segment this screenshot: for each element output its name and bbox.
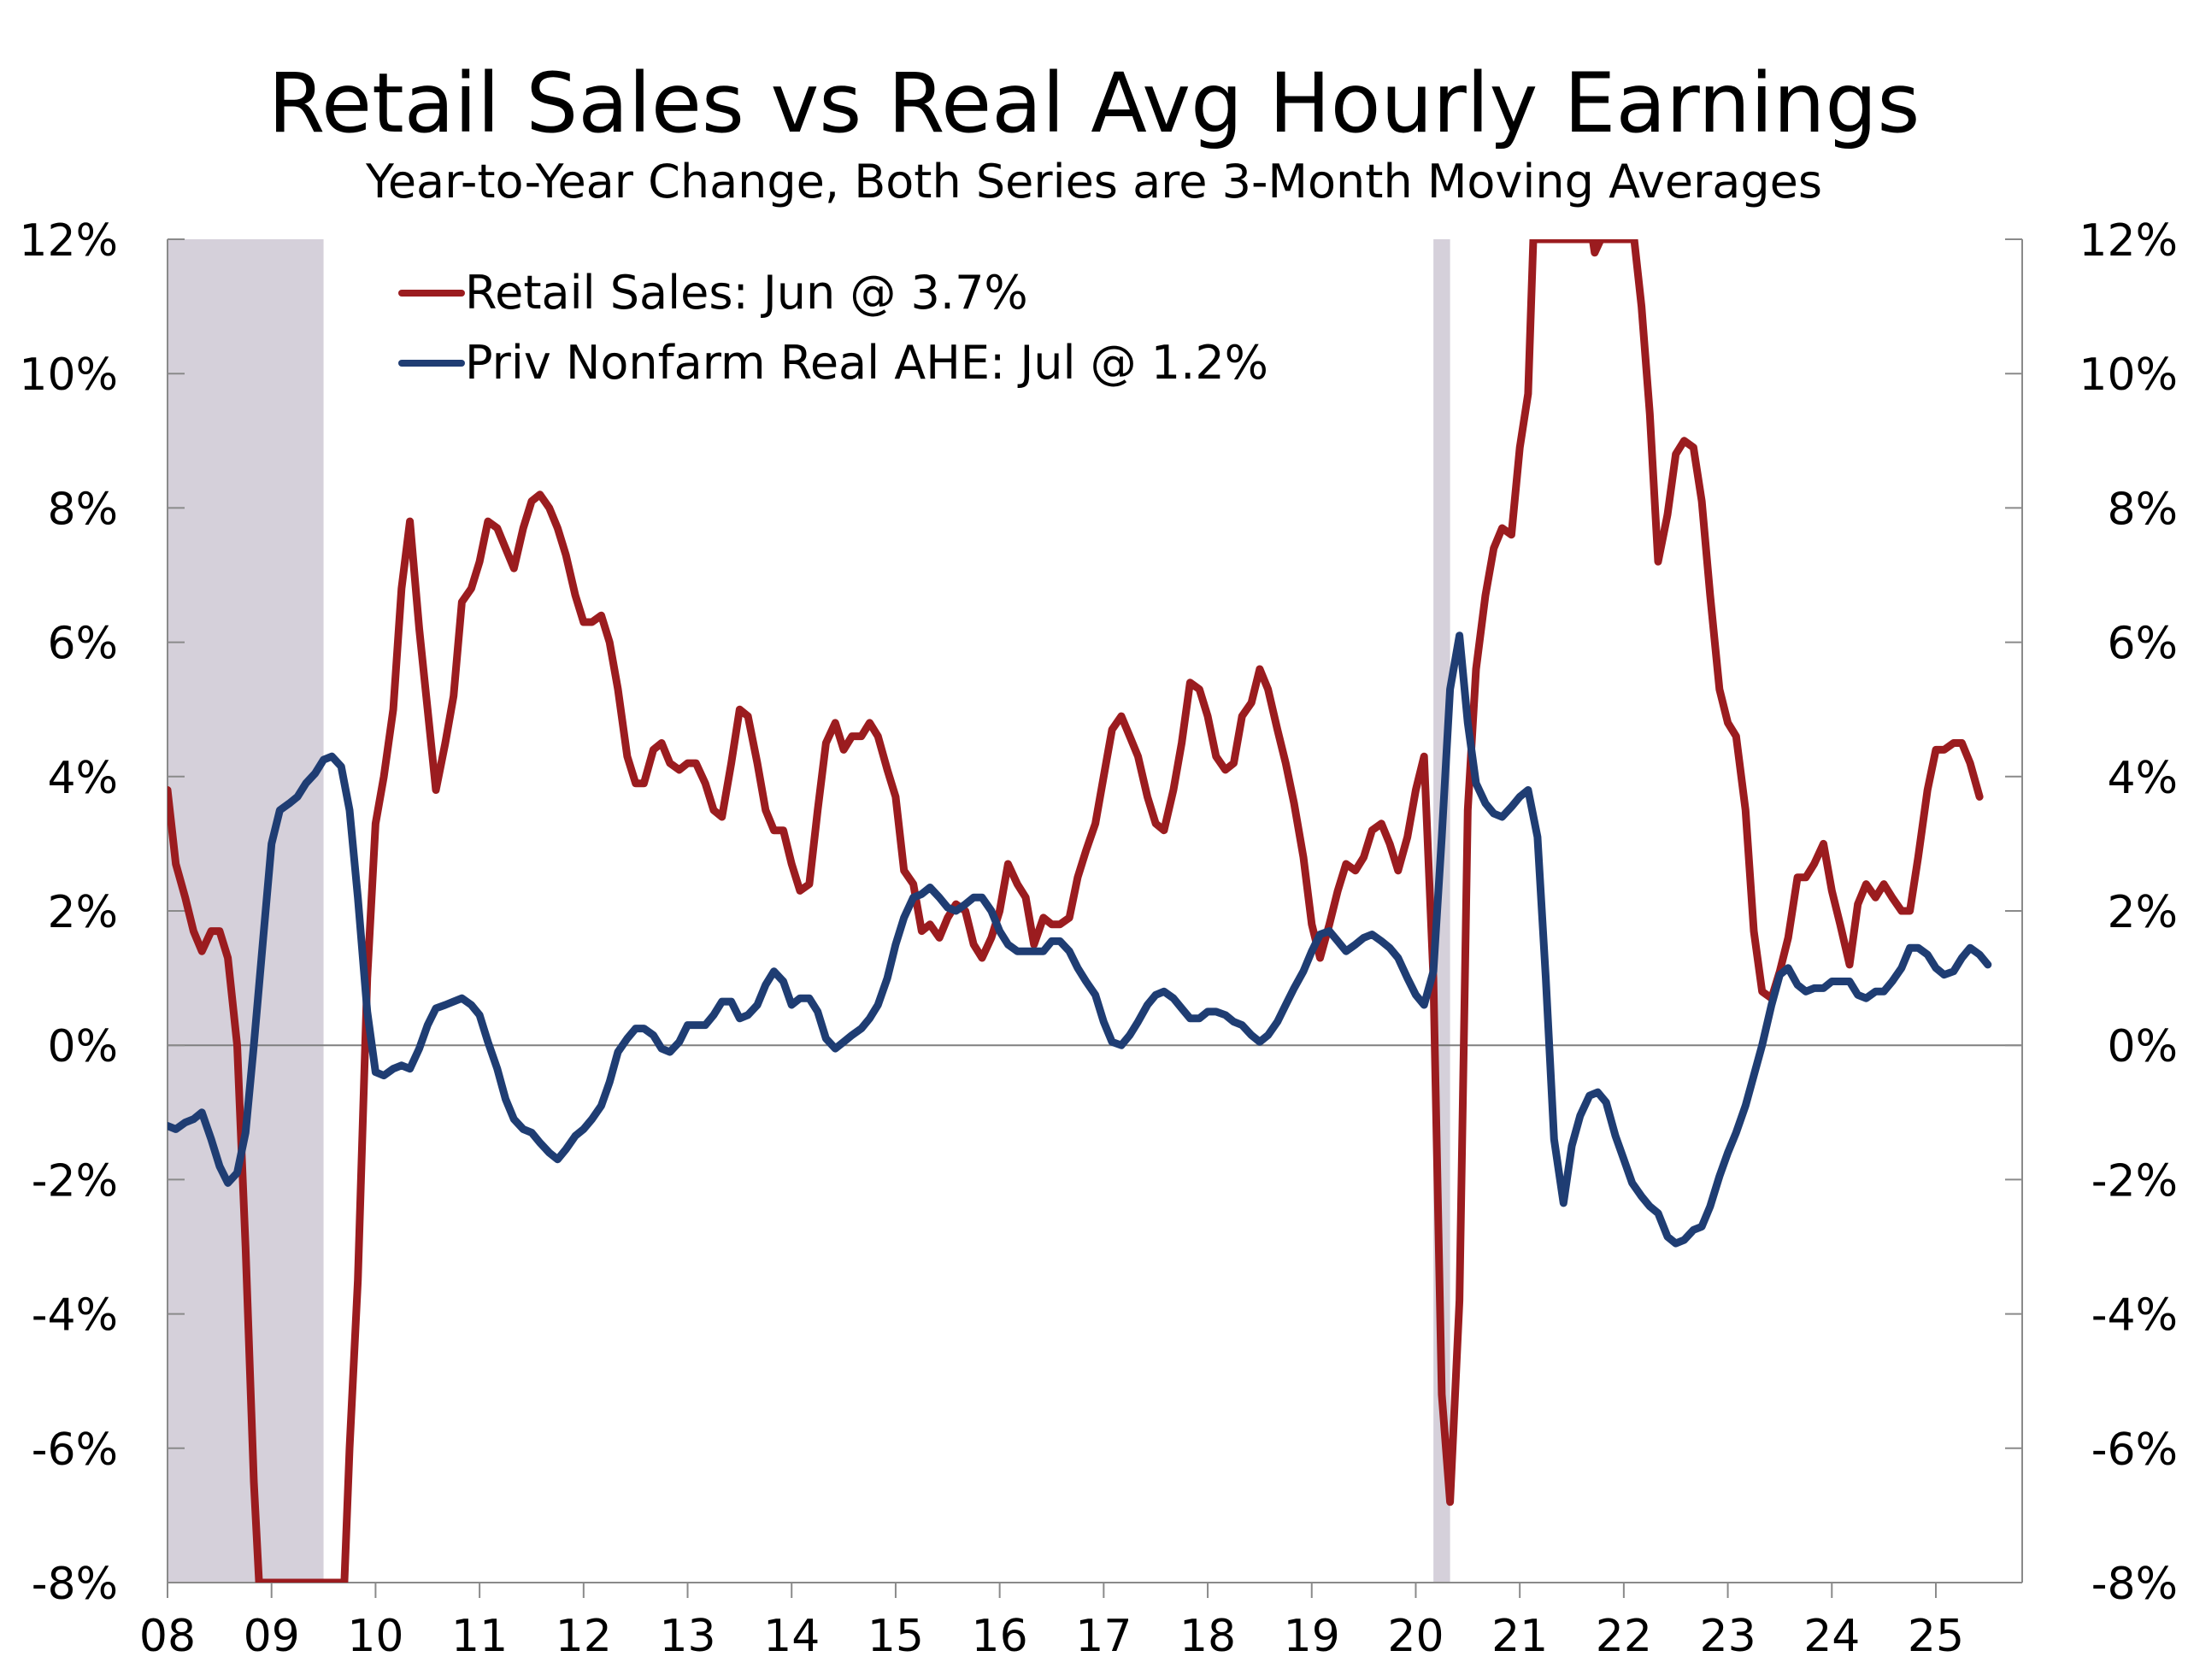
x-tick-label: 13 — [659, 1611, 715, 1662]
x-tick-label: 20 — [1387, 1611, 1444, 1662]
y-tick-label-right: 2% — [2108, 887, 2179, 938]
axes: -8% -8% -6% -6% -4% -4% -2% -2% 0% 0% 2% 2% 4% 4% 6% 6%… — [19, 215, 2178, 1662]
x-tick-label: 08 — [139, 1611, 196, 1662]
y-tick-label-left: -6% — [32, 1424, 118, 1476]
chart-title: Retail Sales vs Real Avg Hourly Earnings — [268, 56, 1920, 151]
y-tick-label-left: 2% — [48, 887, 119, 938]
x-tick-label: 14 — [763, 1611, 820, 1662]
x-tick-label: 10 — [347, 1611, 403, 1662]
retail-sales-line — [168, 239, 1984, 1583]
y-tick-label-right: 12% — [2079, 215, 2178, 267]
y-tick-label-left: 12% — [19, 215, 118, 267]
x-tick-label: 22 — [1596, 1611, 1652, 1662]
y-tick-label-right: 4% — [2108, 753, 2179, 804]
y-tick-label-left: 4% — [48, 753, 119, 804]
y-tick-label-right: -4% — [2091, 1290, 2178, 1342]
recession-band — [168, 239, 324, 1583]
x-tick-label: 11 — [451, 1611, 508, 1662]
y-tick-label-right: 10% — [2079, 350, 2178, 401]
x-tick-label: 18 — [1179, 1611, 1236, 1662]
y-tick-label-left: -8% — [32, 1559, 118, 1610]
x-tick-label: 23 — [1699, 1611, 1756, 1662]
x-tick-label: 21 — [1491, 1611, 1548, 1662]
x-tick-label: 25 — [1908, 1611, 1964, 1662]
y-tick-label-right: -6% — [2091, 1424, 2178, 1476]
y-tick-label-right: 8% — [2108, 484, 2179, 535]
y-tick-label-left: 6% — [48, 619, 119, 670]
chart-subtitle: Year-to-Year Change, Both Series are 3-M… — [366, 155, 1822, 209]
y-tick-label-left: 8% — [48, 484, 119, 535]
x-tick-label: 17 — [1075, 1611, 1132, 1662]
y-tick-label-right: -8% — [2091, 1559, 2178, 1610]
x-tick-label: 12 — [556, 1611, 612, 1662]
legend-box — [345, 270, 1410, 414]
y-tick-label-left: 10% — [19, 350, 118, 401]
y-tick-label-right: 0% — [2108, 1021, 2179, 1072]
y-tick-label-right: 6% — [2108, 619, 2179, 670]
y-tick-label-right: -2% — [2091, 1155, 2178, 1207]
series-lines — [168, 239, 1992, 1583]
y-tick-label-left: -4% — [32, 1290, 118, 1342]
x-tick-label: 15 — [868, 1611, 924, 1662]
y-tick-label-left: 0% — [48, 1021, 119, 1072]
legend-label-retail-sales: Retail Sales: Jun @ 3.7% — [465, 266, 1028, 320]
real-ahe-line — [168, 631, 1992, 1248]
x-tick-label: 16 — [972, 1611, 1028, 1662]
legend-label-real-ahe: Priv Nonfarm Real AHE: Jul @ 1.2% — [465, 336, 1268, 390]
x-tick-label: 09 — [244, 1611, 300, 1662]
legend: Retail Sales: Jun @ 3.7% Priv Nonfarm Re… — [345, 266, 1410, 414]
x-tick-label: 19 — [1284, 1611, 1340, 1662]
y-tick-label-left: -2% — [32, 1155, 118, 1207]
x-tick-label: 24 — [1803, 1611, 1860, 1662]
